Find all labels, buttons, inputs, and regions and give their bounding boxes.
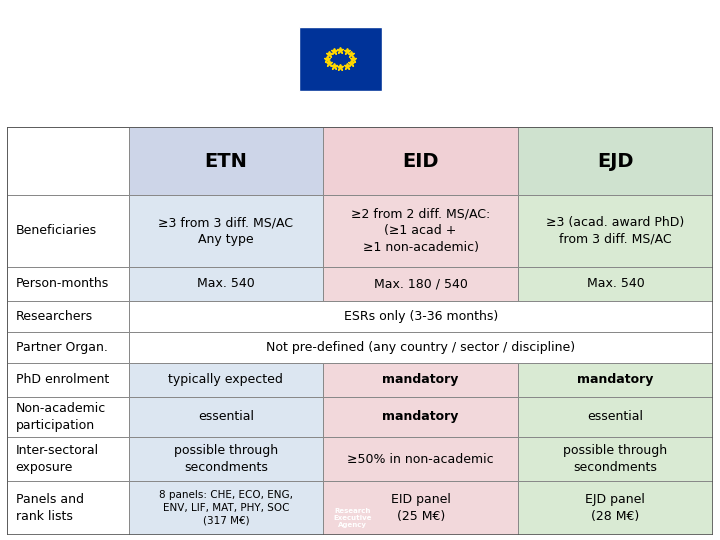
Bar — [129, 332, 713, 363]
Bar — [129, 195, 323, 267]
Text: European
Commission: European Commission — [346, 133, 410, 155]
Text: Beneficiaries: Beneficiaries — [16, 225, 96, 238]
Bar — [323, 481, 518, 535]
Bar — [129, 397, 323, 437]
Text: mandatory: mandatory — [577, 373, 654, 386]
Text: ≥50% in non-academic: ≥50% in non-academic — [347, 453, 494, 465]
Bar — [7, 301, 129, 332]
Bar — [7, 437, 129, 481]
Text: Max. 540: Max. 540 — [587, 277, 644, 290]
Text: EJD panel
(28 M€): EJD panel (28 M€) — [585, 493, 645, 523]
Bar — [129, 267, 323, 301]
Bar — [129, 301, 713, 332]
Text: Panels and
rank lists: Panels and rank lists — [16, 493, 84, 523]
Bar — [129, 481, 323, 535]
Text: EID: EID — [402, 152, 439, 171]
Bar — [129, 437, 323, 481]
Bar — [518, 267, 713, 301]
Text: ≥3 (acad. award PhD)
from 3 diff. MS/AC: ≥3 (acad. award PhD) from 3 diff. MS/AC — [546, 216, 685, 246]
Text: essential: essential — [198, 410, 254, 423]
Text: ≥2 from 2 diff. MS/AC:
(≥1 acad +
≥1 non-academic): ≥2 from 2 diff. MS/AC: (≥1 acad + ≥1 non… — [351, 208, 490, 254]
Text: ≥3 from 3 diff. MS/AC
Any type: ≥3 from 3 diff. MS/AC Any type — [158, 216, 294, 246]
Bar — [518, 363, 713, 397]
Text: possible through
secondments: possible through secondments — [174, 444, 278, 474]
Text: Max. 180 / 540: Max. 180 / 540 — [374, 277, 467, 290]
Bar — [129, 363, 323, 397]
Bar — [518, 397, 713, 437]
Text: typically expected: typically expected — [168, 373, 284, 386]
Text: PhD enrolment: PhD enrolment — [16, 373, 109, 386]
Text: Partner Organ.: Partner Organ. — [16, 341, 107, 354]
Text: Max. 540: Max. 540 — [197, 277, 255, 290]
Bar — [323, 363, 518, 397]
Text: Inter-sectoral
exposure: Inter-sectoral exposure — [16, 444, 99, 474]
Bar — [323, 397, 518, 437]
Bar — [518, 481, 713, 535]
Text: essential: essential — [588, 410, 644, 423]
Bar — [7, 127, 129, 195]
Text: ETN: ETN — [204, 152, 248, 171]
Bar — [323, 267, 518, 301]
Text: EID panel
(25 M€): EID panel (25 M€) — [391, 493, 451, 523]
Bar — [323, 437, 518, 481]
Bar — [7, 195, 129, 267]
Text: Non-academic
participation: Non-academic participation — [16, 402, 106, 431]
Bar — [518, 127, 713, 195]
Text: 8 panels: CHE, ECO, ENG,
ENV, LIF, MAT, PHY, SOC
(317 M€): 8 panels: CHE, ECO, ENG, ENV, LIF, MAT, … — [159, 490, 293, 526]
Bar — [7, 397, 129, 437]
Bar — [323, 195, 518, 267]
Text: EJD: EJD — [597, 152, 634, 171]
Text: ESRs only (3-36 months): ESRs only (3-36 months) — [343, 309, 498, 322]
Text: mandatory: mandatory — [382, 373, 459, 386]
Bar — [299, 26, 382, 91]
Text: possible through
secondments: possible through secondments — [563, 444, 667, 474]
Bar — [7, 267, 129, 301]
Bar — [518, 437, 713, 481]
Bar — [7, 481, 129, 535]
Text: Not pre-defined (any country / sector / discipline): Not pre-defined (any country / sector / … — [266, 341, 575, 354]
Text: Research
Executive
Agency: Research Executive Agency — [333, 508, 372, 528]
Bar — [7, 332, 129, 363]
Bar — [518, 195, 713, 267]
Text: Researchers: Researchers — [16, 309, 93, 322]
Bar — [323, 127, 518, 195]
Bar — [129, 127, 323, 195]
Text: Person-months: Person-months — [16, 277, 109, 290]
Bar — [7, 363, 129, 397]
Text: mandatory: mandatory — [382, 410, 459, 423]
